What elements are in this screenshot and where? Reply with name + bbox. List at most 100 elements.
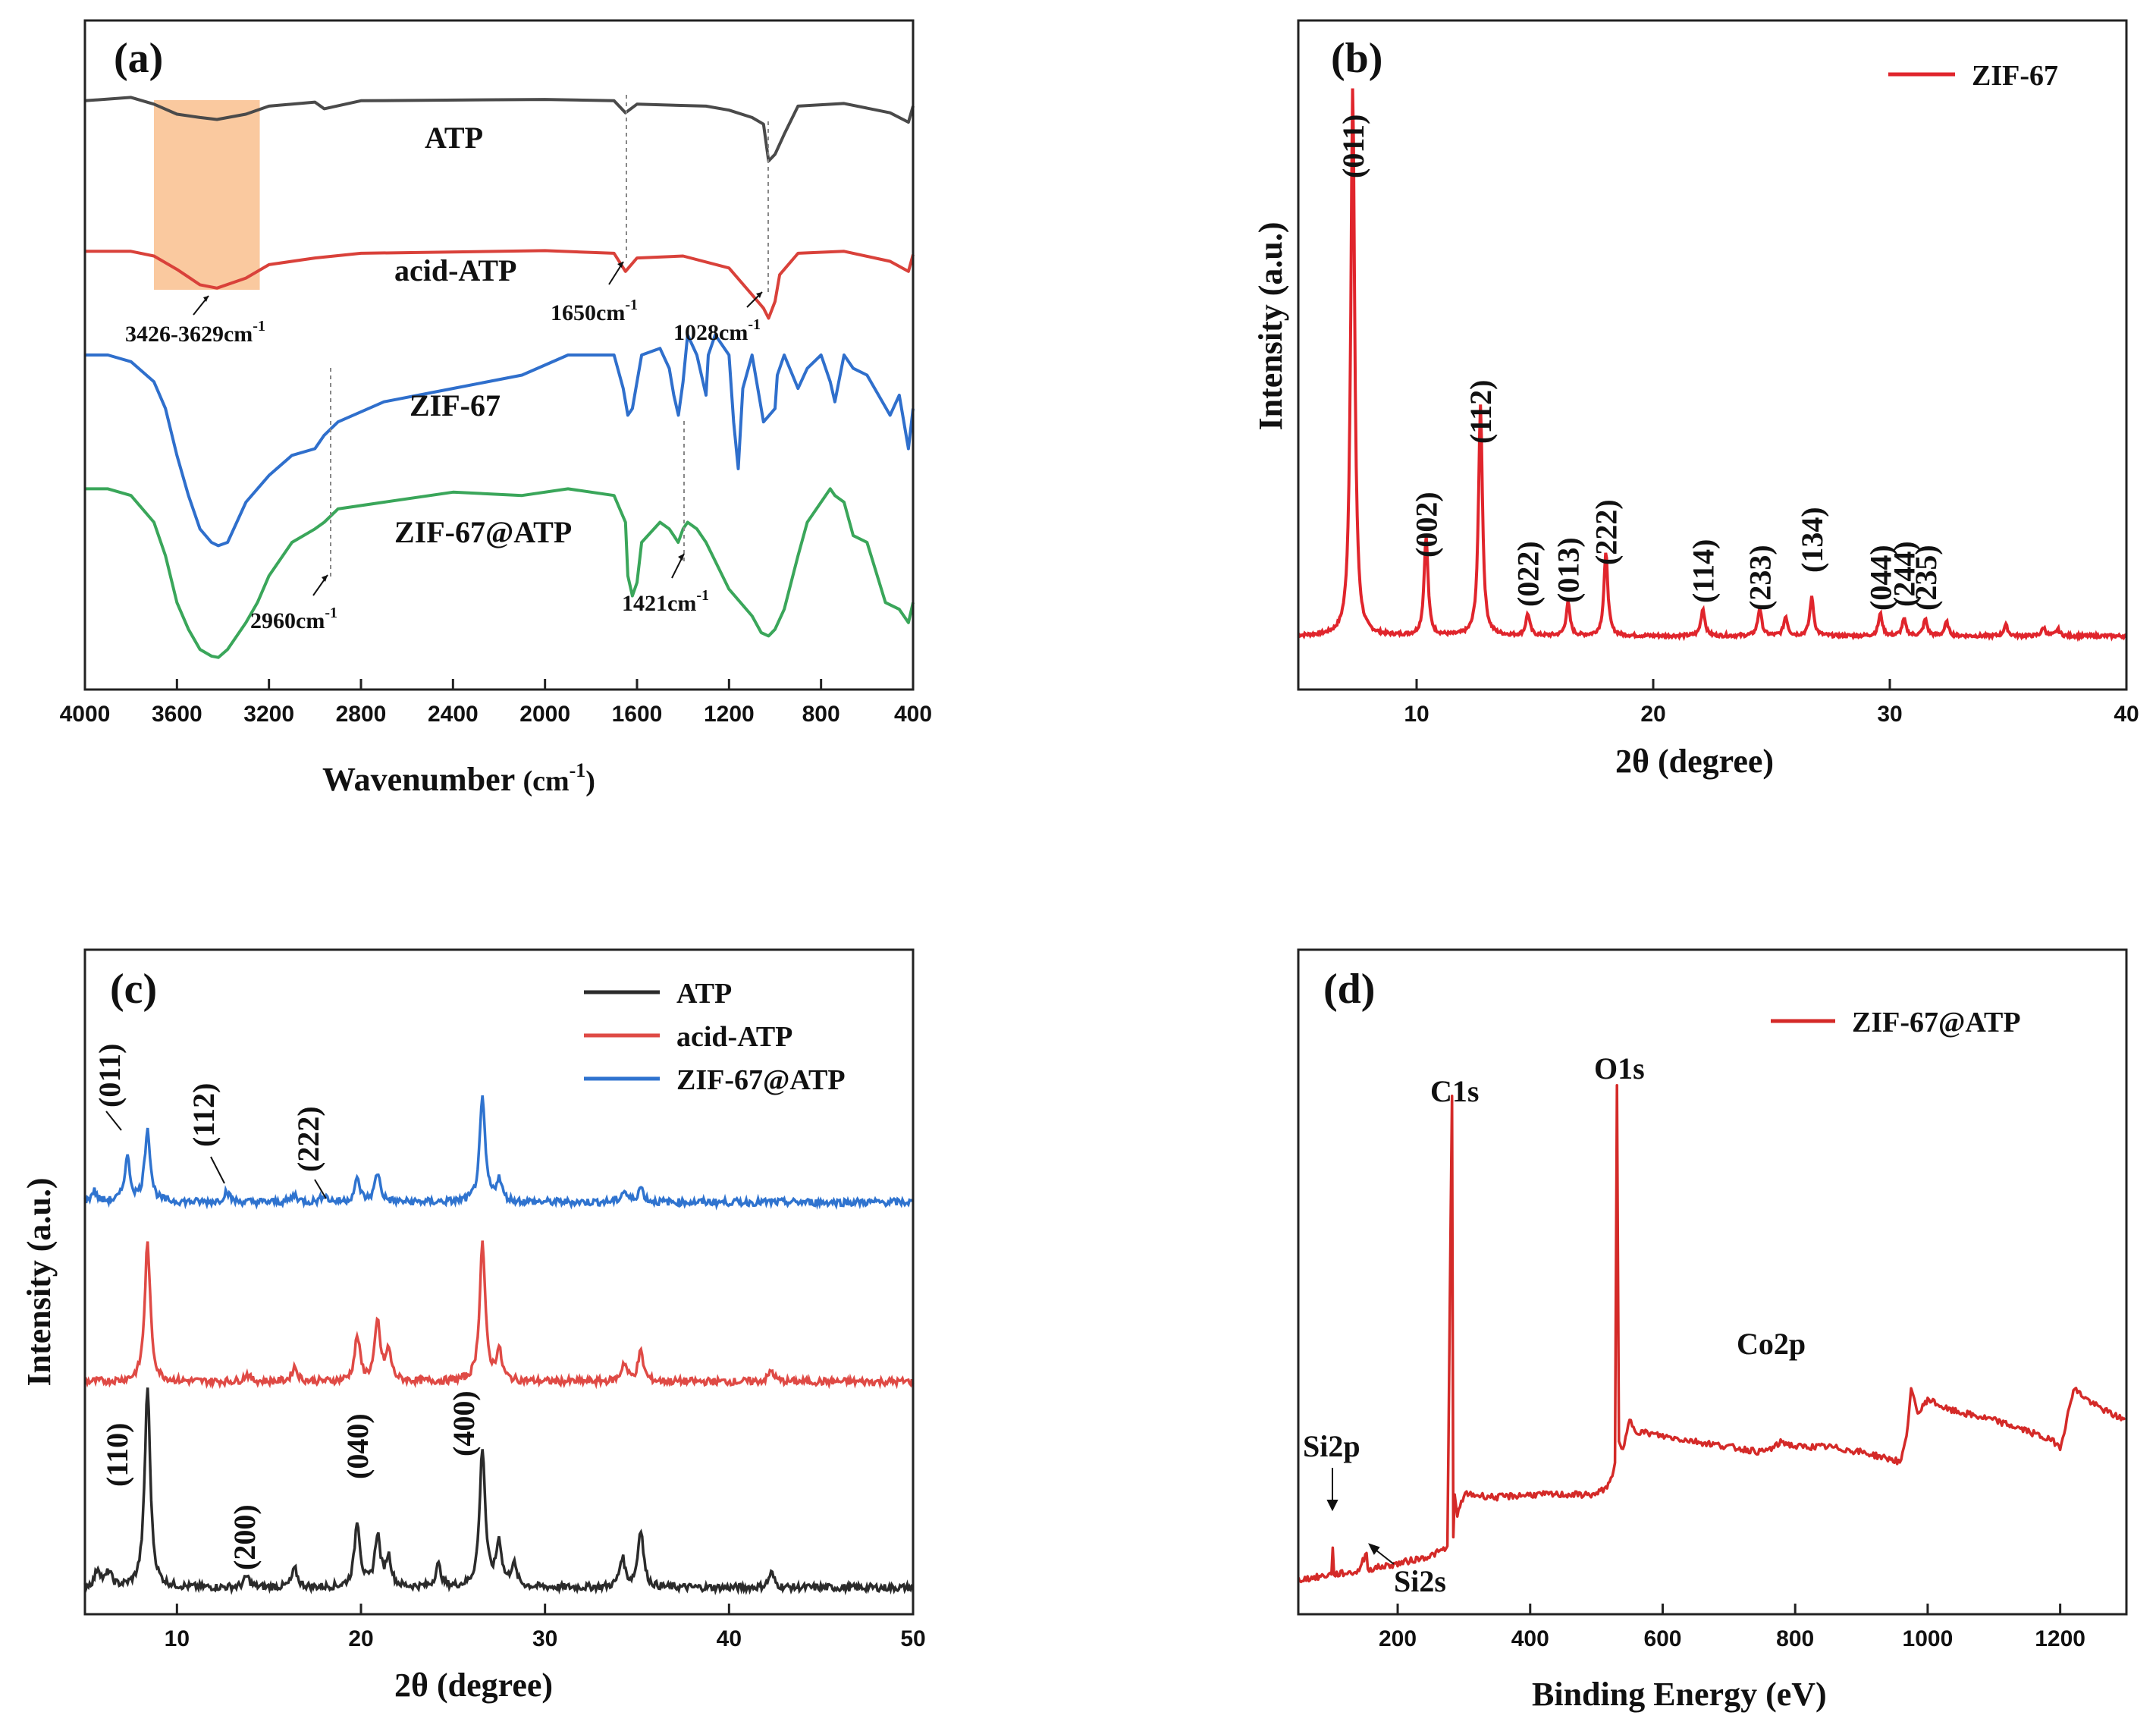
peak-label-c-110: (110) xyxy=(100,1423,134,1487)
panel-d-label: (d) xyxy=(1323,966,1375,1013)
panel-c-x-ticks: 10 20 30 40 50 xyxy=(165,1604,926,1651)
panel-a-x-tick-label-800: 800 xyxy=(802,702,840,727)
series-atp-line xyxy=(83,1387,914,1596)
peak-label-b-134: (134) xyxy=(1795,507,1829,573)
peak-label-b-222: (222) xyxy=(1590,499,1624,565)
panel-b-x-tick-label-30: 30 xyxy=(1877,702,1902,727)
panel-d-x-tick-label-1000: 1000 xyxy=(1903,1626,1954,1651)
peak-label-b-244: (244) xyxy=(1888,541,1922,607)
svg-text:2960cm-1: 2960cm-1 xyxy=(250,605,337,633)
series-acid-atp-line xyxy=(83,1240,915,1390)
peak-label-b-114: (114) xyxy=(1687,539,1721,603)
peak-label-c-011: (011) xyxy=(93,1044,127,1107)
panel-a: 4000 3600 3200 2800 2400 2000 1600 1200 800 400 (… xyxy=(60,19,932,798)
peak-label-si2s: Si2s xyxy=(1394,1564,1446,1598)
panel-d-x-axis-label: Binding Energy (eV) xyxy=(1532,1676,1827,1713)
panel-c-x-tick-label-30: 30 xyxy=(532,1626,557,1651)
peak-label-b-002: (002) xyxy=(1410,492,1444,558)
panel-b-y-axis-label: Intensity (a.u.) xyxy=(1252,221,1289,430)
panel-b-x-tick-label-40: 40 xyxy=(2114,702,2139,727)
panel-a-x-tick-label-1600: 1600 xyxy=(612,702,663,727)
panel-b-legend: ZIF-67 xyxy=(1888,60,2058,92)
peak-label-b-112: (112) xyxy=(1464,380,1498,444)
panel-a-x-tick-label-1200: 1200 xyxy=(704,702,755,727)
series-acid-atp-line xyxy=(85,249,915,320)
panel-c-y-axis-label: Intensity (a.u.) xyxy=(20,1177,58,1386)
panel-a-x-tick-label-400: 400 xyxy=(894,702,932,727)
panel-c-arrows xyxy=(105,1111,327,1199)
panel-a-curves xyxy=(84,96,915,659)
peak-label-c-040: (040) xyxy=(341,1413,375,1479)
annotation-1650: 1650cm-1 xyxy=(551,261,638,325)
panel-c-x-axis-label: 2θ (degree) xyxy=(394,1667,553,1704)
panel-b-x-tick-label-20: 20 xyxy=(1640,702,1665,727)
panel-a-x-ticks: 4000 3600 3200 2800 2400 2000 1600 1200 800 400 xyxy=(60,679,932,727)
svg-text:1650cm-1: 1650cm-1 xyxy=(551,297,638,325)
panel-a-x-tick-label-2800: 2800 xyxy=(336,702,387,727)
series-atp-line xyxy=(84,96,915,163)
panel-b: 10 20 30 40 (011)(002)(112)(022) (013)(222)(… xyxy=(1252,19,2139,780)
panel-a-x-tick-label-2400: 2400 xyxy=(428,702,479,727)
curve-label-atp: ATP xyxy=(425,121,483,155)
panel-a-x-tick-label-4000: 4000 xyxy=(60,702,111,727)
peak-label-co2p: Co2p xyxy=(1737,1327,1806,1361)
svg-text:1421cm-1: 1421cm-1 xyxy=(622,587,709,616)
panel-d-x-tick-label-1200: 1200 xyxy=(2035,1626,2085,1651)
legend-atp: ATP xyxy=(676,978,732,1010)
peak-label-c1s: C1s xyxy=(1430,1074,1479,1108)
panel-d-curves xyxy=(1297,1083,2126,1584)
panel-c-label: (c) xyxy=(110,966,157,1013)
panel-a-reference-lines xyxy=(330,95,769,577)
panel-a-x-axis-label: Wavenumber (cm-1) xyxy=(322,759,595,798)
panel-b-x-tick-label-10: 10 xyxy=(1404,702,1429,727)
annotation-1028: 1028cm-1 xyxy=(673,291,763,345)
peak-label-b-233: (233) xyxy=(1743,545,1777,611)
legend-zif67: ZIF-67 xyxy=(1972,60,2058,92)
peak-label-c-400: (400) xyxy=(447,1390,481,1456)
panel-d-x-tick-label-800: 800 xyxy=(1776,1626,1814,1651)
panel-b-x-axis-label: 2θ (degree) xyxy=(1615,743,1774,780)
annotation-3426-3629: 3426-3629cm-1 xyxy=(125,295,265,347)
panel-b-frame xyxy=(1297,19,2128,691)
panel-c-x-tick-label-20: 20 xyxy=(348,1626,373,1651)
panel-d-x-ticks: 200 400 600 800 1000 1200 xyxy=(1379,1604,2085,1651)
panel-b-peak-labels: (011) (002) (112) (022) (013)(222) (114) (233)… xyxy=(1336,115,1943,611)
panel-c-x-tick-label-50: 50 xyxy=(900,1626,925,1651)
panel-d: 200 400 600 800 1000 1200 (d) ZIF-67@ATP C1s … xyxy=(1297,948,2128,1713)
panel-d-arrows xyxy=(1326,1468,1395,1565)
panel-b-label: (b) xyxy=(1331,35,1382,82)
panel-c-frame xyxy=(83,948,915,1616)
svg-text:1028cm-1: 1028cm-1 xyxy=(673,316,761,345)
panel-c-curves xyxy=(83,1095,915,1596)
series-zif-67-atp-xps-line xyxy=(1297,1083,2126,1584)
peak-label-o1s: O1s xyxy=(1594,1051,1645,1085)
peak-label-c-222: (222) xyxy=(291,1106,325,1172)
series-zif-67-line xyxy=(85,333,915,548)
panel-b-curves xyxy=(1298,88,2127,643)
panel-c-legend: ATP acid-ATP ZIF-67@ATP xyxy=(584,978,846,1096)
panel-c-x-tick-label-10: 10 xyxy=(165,1626,190,1651)
peak-label-b-044: (044) xyxy=(1864,545,1898,611)
peak-label-b-235: (235) xyxy=(1909,545,1943,611)
panel-a-highlight-band xyxy=(154,100,260,290)
panel-a-label: (a) xyxy=(114,35,163,82)
series-zif-67-line xyxy=(1298,88,2127,643)
panel-a-x-tick-label-3600: 3600 xyxy=(152,702,202,727)
panel-d-x-tick-label-200: 200 xyxy=(1379,1626,1417,1651)
annotation-1421: 1421cm-1 xyxy=(622,553,709,616)
panel-d-frame xyxy=(1297,948,2128,1616)
panel-d-legend: ZIF-67@ATP xyxy=(1771,1007,2021,1038)
peak-label-c-112: (112) xyxy=(187,1083,221,1147)
annotation-2960: 2960cm-1 xyxy=(250,574,337,633)
series-zif-67-atp-line xyxy=(85,487,915,659)
panel-a-frame xyxy=(83,19,915,691)
curve-label-zif67: ZIF-67 xyxy=(410,388,501,423)
curve-label-acid-atp: acid-ATP xyxy=(394,253,516,287)
curve-label-zif67-atp: ZIF-67@ATP xyxy=(394,515,572,549)
panel-c: 10 20 30 40 50 (c) ATP acid-ATP ZIF-67@ATP (… xyxy=(20,948,926,1704)
panel-d-x-tick-label-600: 600 xyxy=(1643,1626,1681,1651)
peak-label-b-011: (011) xyxy=(1336,115,1370,178)
peak-label-b-022: (022) xyxy=(1511,541,1546,607)
legend-zif67-atp: ZIF-67@ATP xyxy=(676,1064,846,1096)
